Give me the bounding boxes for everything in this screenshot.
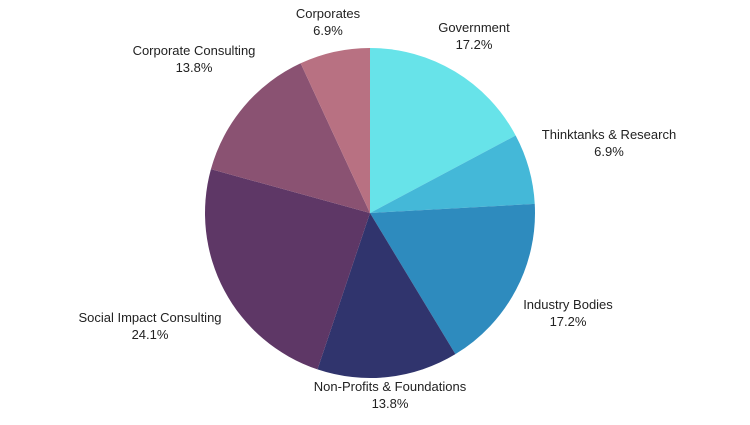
slice-value-non-profits-and-foundations: 13.8% xyxy=(372,396,409,411)
pie-slice-industry-bodies xyxy=(370,203,536,355)
pie-slice-non-profits-and-foundations xyxy=(317,213,456,379)
slice-value-industry-bodies: 17.2% xyxy=(550,314,587,329)
slice-label-corporate-consulting: Corporate Consulting xyxy=(133,43,256,58)
slice-label-non-profits-and-foundations: Non-Profits & Foundations xyxy=(314,379,467,394)
slice-value-corporates: 6.9% xyxy=(313,23,343,38)
slice-label-thinktanks-and-research: Thinktanks & Research xyxy=(542,127,676,142)
slice-label-corporates: Corporates xyxy=(296,6,361,21)
slice-value-government: 17.2% xyxy=(456,37,493,52)
slice-value-corporate-consulting: 13.8% xyxy=(176,60,213,75)
pie-labels: Government 17.2% Thinktanks & Research 6.9%… xyxy=(78,6,676,411)
pie-slice-government xyxy=(370,48,516,213)
pie-slice-corporates xyxy=(300,48,370,213)
slice-label-industry-bodies: Industry Bodies xyxy=(523,297,613,312)
slice-label-government: Government xyxy=(438,20,510,35)
pie-slice-social-impact-consulting xyxy=(205,169,370,370)
pie-slices xyxy=(205,48,536,379)
slice-value-social-impact-consulting: 24.1% xyxy=(132,327,169,342)
pie-slice-thinktanks-and-research xyxy=(370,135,535,213)
pie-slice-corporate-consulting xyxy=(210,63,370,213)
slice-label-social-impact-consulting: Social Impact Consulting xyxy=(78,310,221,325)
slice-value-thinktanks-and-research: 6.9% xyxy=(594,144,624,159)
